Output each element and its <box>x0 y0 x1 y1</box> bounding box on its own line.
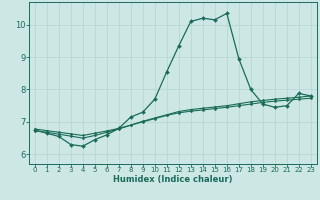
X-axis label: Humidex (Indice chaleur): Humidex (Indice chaleur) <box>113 175 233 184</box>
